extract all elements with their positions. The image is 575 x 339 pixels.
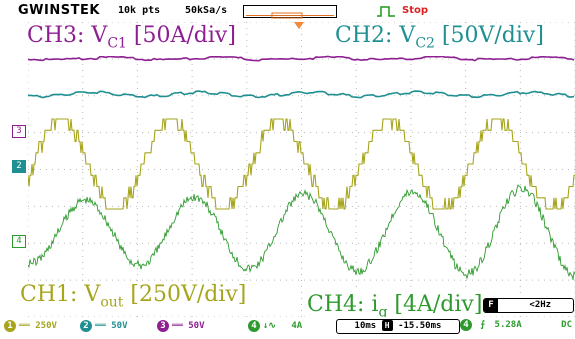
ch2-label-suffix: [50V/div] xyxy=(434,23,544,48)
trigger-source: 4 xyxy=(460,319,472,331)
timebase-display[interactable]: 10ms H -15.50ms xyxy=(336,319,460,334)
trigger-level: 5.28A xyxy=(494,320,522,330)
ch2-scale-chip[interactable]: 2 ══ 50V xyxy=(80,320,128,333)
ch1-waveform xyxy=(28,118,575,210)
ch4-waveform xyxy=(28,184,575,280)
graticule xyxy=(28,22,575,317)
ch3-label: CH3: VC1 [50A/div] xyxy=(25,23,238,57)
ch1-label-prefix: CH1: V xyxy=(20,282,101,307)
run-stop-status[interactable]: Stop xyxy=(402,5,429,16)
trigger-coupling: DC xyxy=(561,320,572,330)
ch4-coupling: ↓∿ xyxy=(263,321,276,331)
brand-logo: GWINSTEK xyxy=(18,3,100,18)
ch2-label: CH2: VC2 [50V/div] xyxy=(333,23,546,57)
trigger-status-icon xyxy=(377,6,395,17)
ch1-scale: 250V xyxy=(35,321,57,331)
ch1-number: 1 xyxy=(4,320,16,332)
ch3-scale-chip[interactable]: 3 ══ 50V xyxy=(157,320,205,333)
ch4-label-prefix: CH4: i xyxy=(307,292,379,317)
ch4-scale-chip[interactable]: 4 ↓∿ 4A xyxy=(248,320,302,333)
ch4-ground-marker[interactable]: 4 xyxy=(12,235,26,248)
ch1-label-suffix: [250V/div] xyxy=(123,282,247,307)
ch4-number: 4 xyxy=(248,320,260,332)
memory-window-icon xyxy=(246,12,334,19)
sample-rate: 50kSa/s xyxy=(185,5,228,16)
ch2-scale: 50V xyxy=(111,321,128,331)
ch3-scale: 50V xyxy=(188,321,205,331)
ch2-coupling: ══ xyxy=(95,321,106,331)
ch3-ground-marker[interactable]: 3 xyxy=(12,125,26,138)
ch3-waveform xyxy=(28,55,575,62)
trigger-position-outline xyxy=(294,22,304,29)
ch4-label-sub: g xyxy=(378,304,388,321)
ch2-number: 2 xyxy=(80,320,92,332)
ch2-label-prefix: CH2: V xyxy=(335,23,416,48)
timebase-value: 10ms xyxy=(354,321,377,331)
ch3-label-sub: C1 xyxy=(107,35,127,52)
ch3-label-suffix: [50A/div] xyxy=(126,23,236,48)
freq-value: <2Hz xyxy=(529,300,552,310)
horizontal-position-icon: H xyxy=(381,320,393,331)
ch1-label-sub: out xyxy=(100,294,124,311)
ch3-label-prefix: CH3: V xyxy=(27,23,108,48)
ch3-number: 3 xyxy=(157,320,169,332)
ch1-coupling: ══ xyxy=(19,321,30,331)
time-offset: -15.50ms xyxy=(398,321,442,331)
waveform-display xyxy=(28,22,575,317)
trigger-slope-icon: ⨍ xyxy=(480,320,486,330)
ch4-scale: 4A xyxy=(291,321,303,331)
ch1-label: CH1: Vout [250V/div] xyxy=(18,282,249,316)
ch1-scale-chip[interactable]: 1 ══ 250V xyxy=(4,320,57,333)
ch2-ground-marker[interactable]: 2 xyxy=(12,160,26,173)
ch4-label-suffix: [4A/div] xyxy=(387,292,483,317)
freq-label: F xyxy=(484,299,498,312)
ch2-label-sub: C2 xyxy=(415,35,435,52)
top-status-bar: GWINSTEK 10k pts 50kSa/s Stop xyxy=(0,0,575,22)
memory-position-bar[interactable] xyxy=(243,5,337,19)
ch3-coupling: ══ xyxy=(172,321,183,331)
trigger-info[interactable]: 4 ⨍ 5.28A DC xyxy=(460,319,572,332)
record-length: 10k pts xyxy=(118,5,161,16)
ch2-waveform xyxy=(28,90,575,99)
frequency-counter[interactable]: F <2Hz xyxy=(483,298,574,313)
